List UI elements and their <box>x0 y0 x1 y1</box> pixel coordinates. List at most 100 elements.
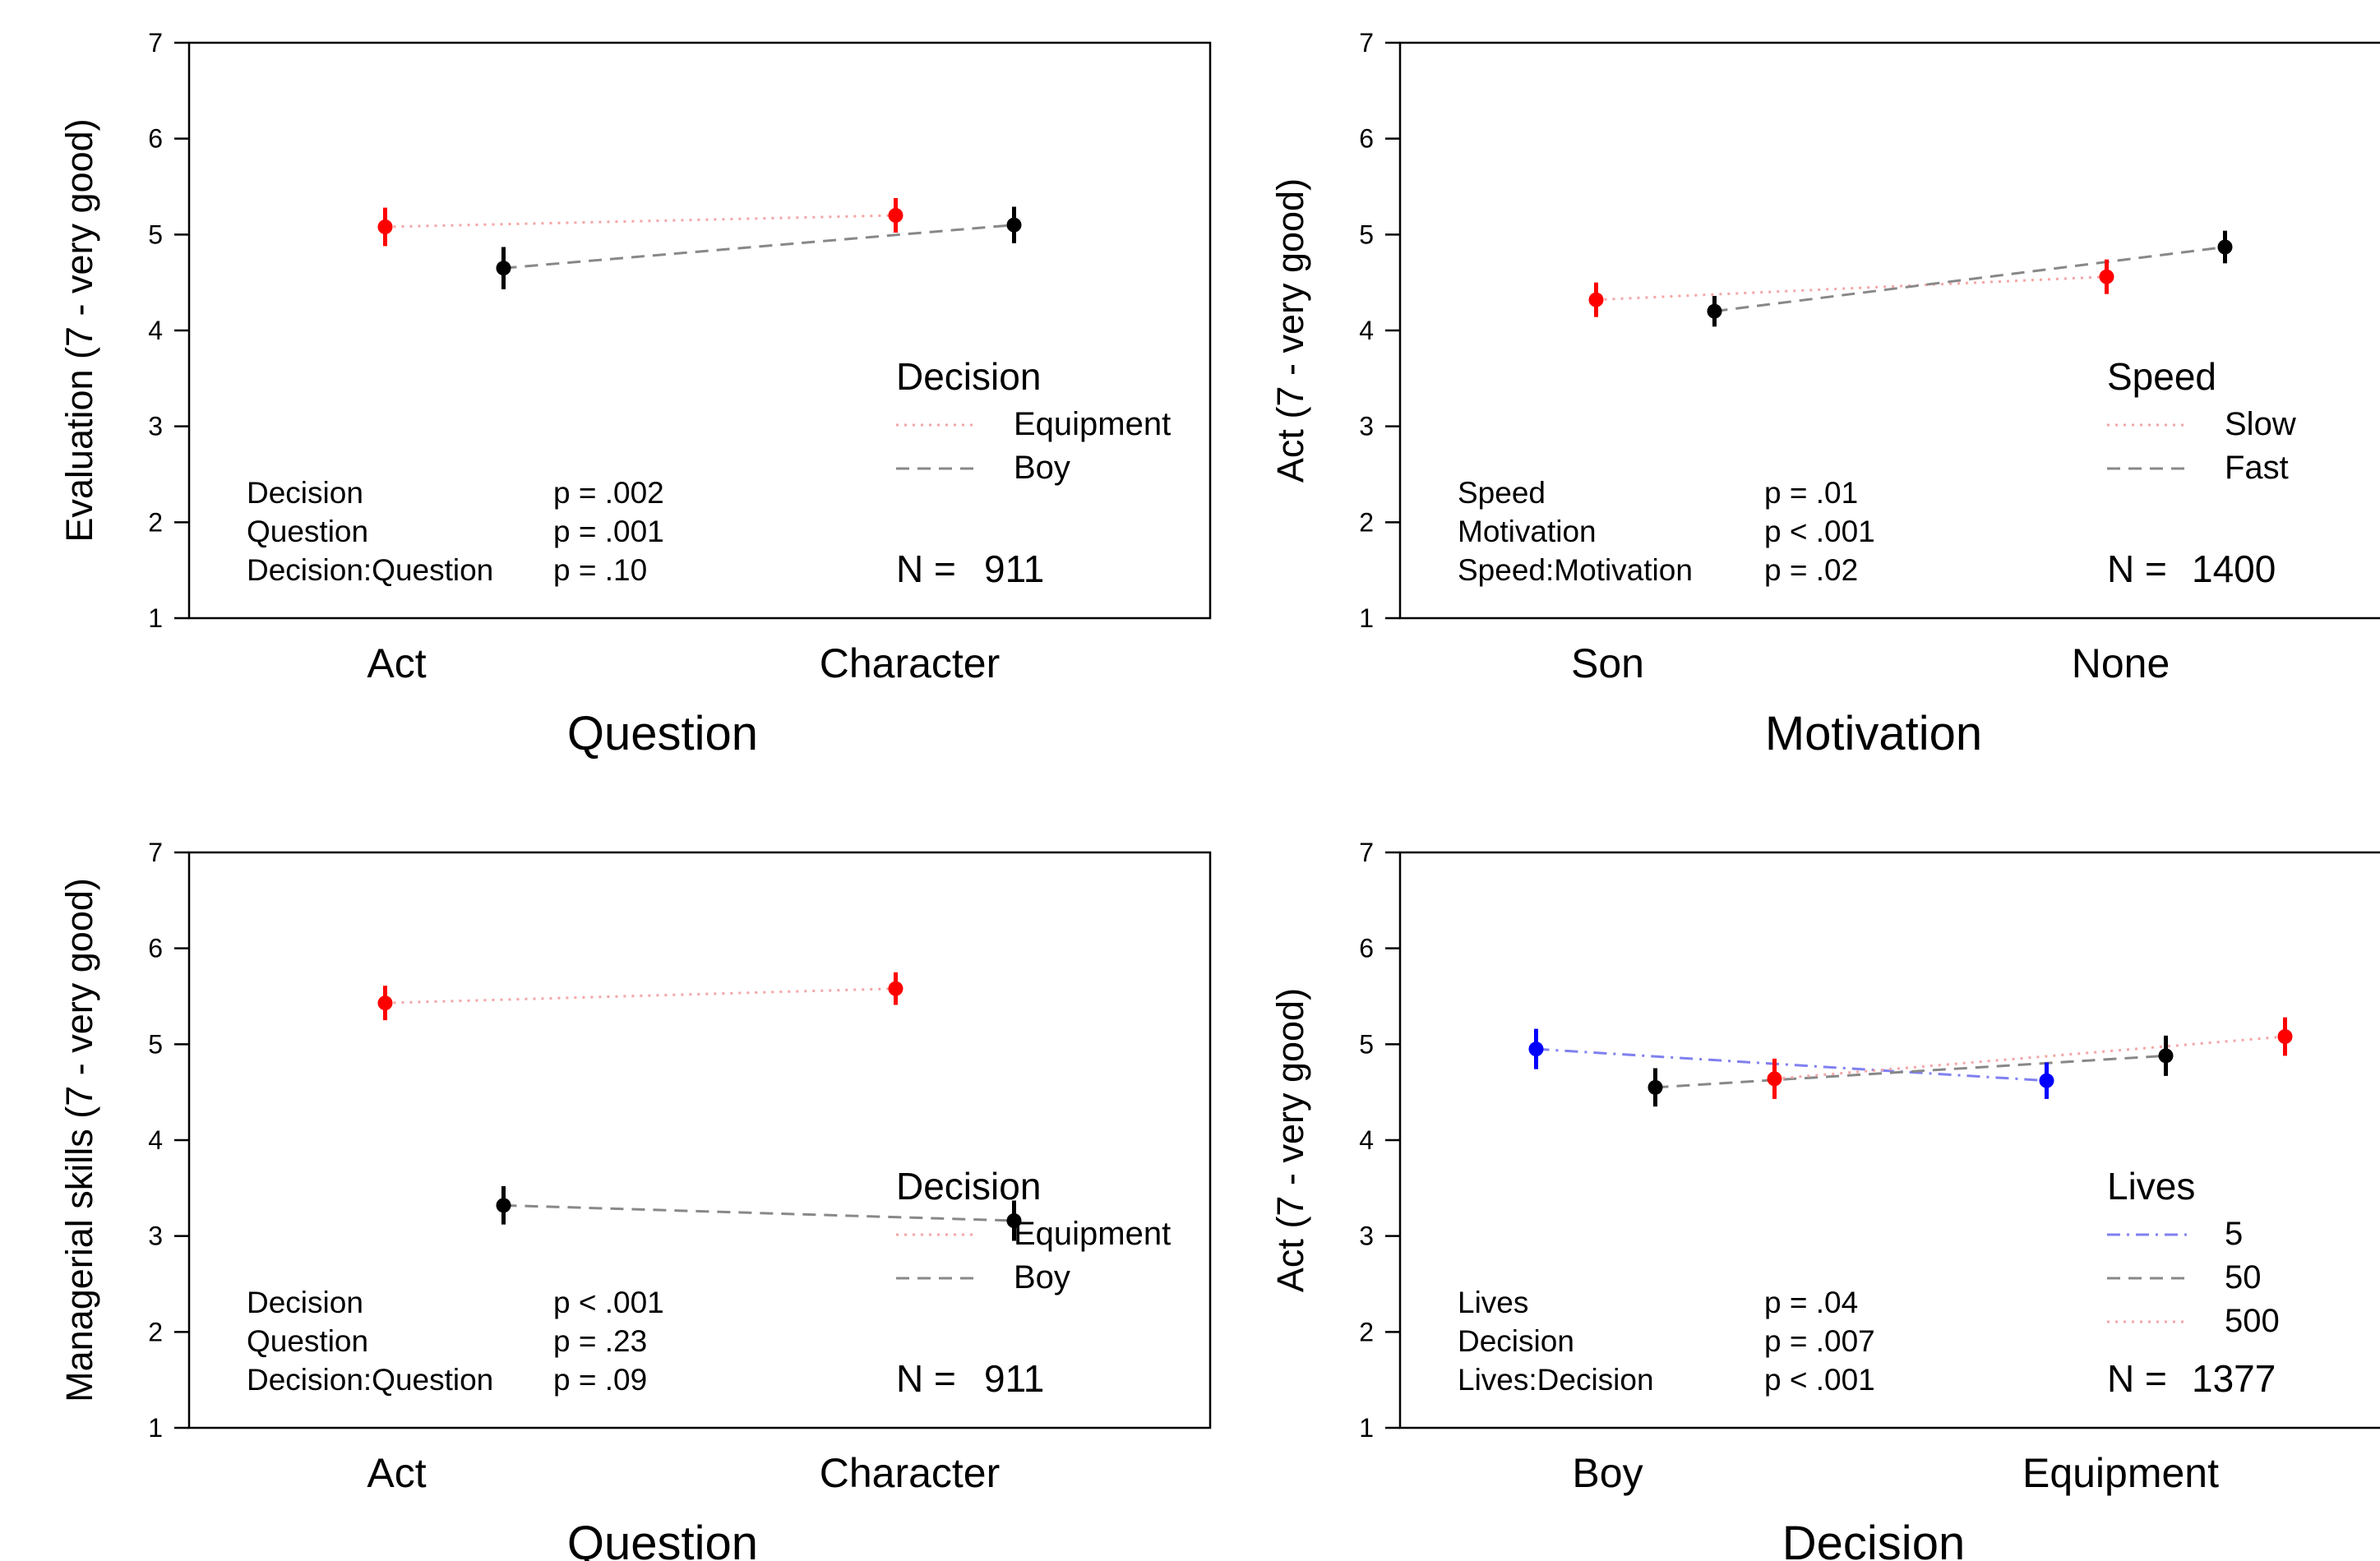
series-line <box>1536 1047 2047 1083</box>
data-point <box>2099 269 2114 284</box>
y-tick-label: 4 <box>148 316 163 345</box>
stat-term: Lives <box>1458 1286 1528 1319</box>
stat-term: Motivation <box>1458 515 1597 548</box>
stat-p-value: p = .04 <box>1764 1286 1858 1319</box>
panel-bottom-left: 1 2 3 4 5 6 7 Managerial skills (7 - very good)… <box>58 838 1212 1561</box>
data-point <box>1648 1079 1663 1095</box>
y-tick-label: 7 <box>1359 28 1374 58</box>
x-axis-title: Decision <box>1782 1517 1965 1561</box>
sample-size-value: 911 <box>984 1357 1044 1400</box>
legend-item-label: Boy <box>1014 450 1070 486</box>
data-point <box>496 1198 511 1213</box>
y-tick-label: 5 <box>1359 1029 1374 1059</box>
stat-p-value: p < .001 <box>1764 515 1875 548</box>
legend-title: Lives <box>2107 1165 2195 1208</box>
sample-size-label: N = <box>896 547 956 590</box>
y-axis-title: Act (7 - very good) <box>1269 178 1311 483</box>
panel-top-right: 1 2 3 4 5 6 7 Act (7 - very good) Son None Motivat… <box>1269 28 2380 760</box>
y-tick-label: 1 <box>148 603 163 633</box>
y-tick-label: 4 <box>1359 1125 1374 1155</box>
x-category-label: Son <box>1571 640 1644 686</box>
data-point <box>2158 1048 2174 1064</box>
legend-title: Speed <box>2107 355 2216 398</box>
legend-item-label: 50 <box>2225 1259 2262 1295</box>
x-category-label: Character <box>820 640 1001 686</box>
y-tick-label: 7 <box>148 838 163 867</box>
series-line <box>503 1203 1014 1222</box>
sample-size-value: 911 <box>984 547 1044 590</box>
x-category-label: Character <box>820 1450 1001 1496</box>
legend-title: Decision <box>896 355 1041 398</box>
sample-size-value: 1377 <box>2192 1357 2276 1400</box>
y-tick-label: 5 <box>148 1029 163 1059</box>
sample-size-label: N = <box>896 1357 956 1400</box>
series-line <box>1774 1035 2285 1080</box>
y-axis-title: Act (7 - very good) <box>1269 988 1311 1292</box>
series-line <box>1596 275 2107 302</box>
x-category-label: Equipment <box>2022 1450 2219 1496</box>
stat-term: Lives:Decision <box>1458 1363 1654 1397</box>
legend-item-label: Slow <box>2225 406 2296 442</box>
y-axis-title: Managerial skills (7 - very good) <box>58 878 100 1402</box>
y-tick-label: 6 <box>148 124 163 154</box>
stat-term: Speed:Motivation <box>1458 553 1693 587</box>
x-category-label: Act <box>367 1450 426 1496</box>
y-tick-label: 6 <box>1359 934 1374 963</box>
x-axis-title: Question <box>567 707 758 760</box>
legend-item-label: Boy <box>1014 1259 1070 1295</box>
stat-term: Question <box>247 1324 368 1358</box>
data-point <box>1528 1041 1544 1057</box>
y-tick-label: 4 <box>1359 316 1374 345</box>
y-tick-label: 5 <box>1359 219 1374 249</box>
series-line <box>385 987 896 1004</box>
y-tick-label: 6 <box>148 934 163 963</box>
stat-term: Question <box>247 515 368 548</box>
series-line <box>503 224 1014 270</box>
data-point <box>1006 217 1022 233</box>
data-point <box>2039 1073 2054 1088</box>
stat-term: Decision <box>247 1286 363 1319</box>
stat-term: Decision:Question <box>247 1363 493 1397</box>
y-tick-label: 3 <box>1359 1222 1374 1251</box>
sample-size-label: N = <box>2107 547 2167 590</box>
data-point <box>1767 1071 1782 1087</box>
series-line <box>385 214 896 229</box>
stat-term: Decision <box>247 476 363 510</box>
stat-p-value: p = .01 <box>1764 476 1858 510</box>
stat-p-value: p < .001 <box>1764 1363 1875 1397</box>
x-category-label: None <box>2072 640 2170 686</box>
legend-item-label: Equipment <box>1014 406 1171 442</box>
data-point <box>377 219 393 234</box>
y-tick-label: 5 <box>148 219 163 249</box>
y-tick-label: 4 <box>148 1125 163 1155</box>
stat-p-value: p = .007 <box>1764 1324 1875 1358</box>
data-point <box>2217 239 2233 255</box>
series-line <box>1714 246 2225 313</box>
stat-p-value: p = .001 <box>553 515 664 548</box>
data-point <box>888 208 903 223</box>
stat-p-value: p = .002 <box>553 476 664 510</box>
y-tick-label: 1 <box>148 1413 163 1443</box>
y-tick-label: 2 <box>1359 507 1374 537</box>
data-point <box>377 995 393 1011</box>
sample-size-label: N = <box>2107 1357 2167 1400</box>
y-tick-label: 3 <box>1359 412 1374 441</box>
panel-bottom-right: 1 2 3 4 5 6 7 Act (7 - very good) Boy Equipment De… <box>1269 838 2380 1561</box>
legend-item-label: Equipment <box>1014 1216 1171 1252</box>
x-axis-title: Motivation <box>1765 707 1982 760</box>
stat-term: Speed <box>1458 476 1546 510</box>
legend-title: Decision <box>896 1165 1041 1208</box>
y-tick-label: 7 <box>1359 838 1374 867</box>
y-tick-label: 2 <box>148 507 163 537</box>
data-point <box>1588 292 1604 307</box>
sample-size-value: 1400 <box>2192 547 2276 590</box>
x-category-label: Act <box>367 640 426 686</box>
x-axis-title: Question <box>567 1517 758 1561</box>
stat-term: Decision:Question <box>247 553 493 587</box>
y-tick-label: 1 <box>1359 603 1374 633</box>
data-point <box>2277 1029 2293 1044</box>
data-point <box>1707 303 1722 319</box>
y-tick-label: 2 <box>148 1317 163 1346</box>
y-tick-label: 2 <box>1359 1317 1374 1346</box>
